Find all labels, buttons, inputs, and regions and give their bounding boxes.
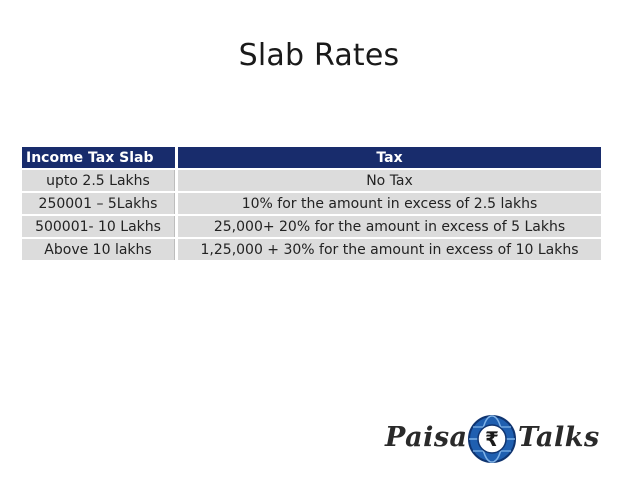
- table-row: 500001- 10 Lakhs 25,000+ 20% for the amo…: [22, 216, 601, 237]
- table-row: 250001 – 5Lakhs 10% for the amount in ex…: [22, 193, 601, 214]
- logo-word-left: Paisa: [385, 422, 468, 453]
- tax-cell: 1,25,000 + 30% for the amount in excess …: [178, 239, 601, 260]
- slab-cell: upto 2.5 Lakhs: [22, 170, 175, 191]
- table-row: upto 2.5 Lakhs No Tax: [22, 170, 601, 191]
- slab-cell: 250001 – 5Lakhs: [22, 193, 175, 214]
- rupee-symbol: ₹: [485, 427, 499, 451]
- tax-cell: 10% for the amount in excess of 2.5 lakh…: [178, 193, 601, 214]
- tax-cell: 25,000+ 20% for the amount in excess of …: [178, 216, 601, 237]
- table-row: Above 10 lakhs 1,25,000 + 30% for the am…: [22, 239, 601, 260]
- rupee-globe-icon: ₹: [468, 415, 516, 463]
- header-tax: Tax: [178, 147, 601, 168]
- header-income-tax-slab: Income Tax Slab: [22, 147, 175, 168]
- slide-title: Slab Rates: [238, 38, 400, 73]
- slab-rates-table: Income Tax Slab Tax upto 2.5 Lakhs No Ta…: [19, 145, 604, 262]
- slab-cell: Above 10 lakhs: [22, 239, 175, 260]
- table-header-row: Income Tax Slab Tax: [22, 147, 601, 168]
- slab-cell: 500001- 10 Lakhs: [22, 216, 175, 237]
- paisa-talks-logo: Paisa ₹ Talks: [385, 412, 610, 468]
- logo-word-right: Talks: [518, 422, 600, 453]
- tax-cell: No Tax: [178, 170, 601, 191]
